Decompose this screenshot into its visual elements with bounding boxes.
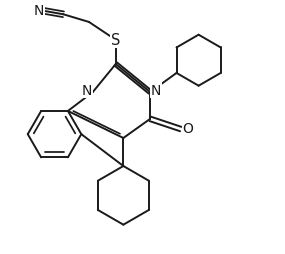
Text: O: O xyxy=(182,121,193,135)
Text: S: S xyxy=(111,33,120,48)
Text: N: N xyxy=(34,5,44,18)
Text: N: N xyxy=(82,84,92,98)
Text: N: N xyxy=(150,84,161,98)
